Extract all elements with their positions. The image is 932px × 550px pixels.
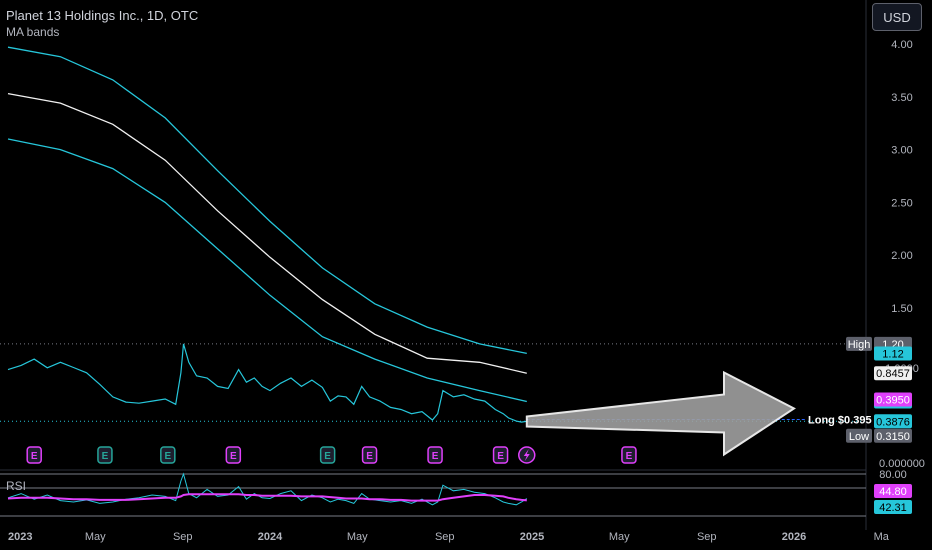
earnings-marker[interactable] [492,446,509,464]
chart-title: Planet 13 Holdings Inc., 1D, OTC [6,8,199,23]
rsi-tick-label: 80.00 [879,469,907,481]
x-tick-label: Sep [435,531,455,543]
price-value-label: 0.3876 [876,416,910,428]
x-tick-label: Ma [874,531,890,543]
y-tick-label: 3.50 [891,92,912,104]
price-tag-box [846,428,872,443]
price-value-box [874,428,912,443]
earnings-letter: E [324,451,331,462]
price-value-label: 1.12 [882,348,903,360]
x-tick-label: Sep [697,531,717,543]
y-tick-label: 2.50 [891,197,912,209]
x-tick-label: 2026 [782,531,806,543]
series-ma_upper [7,46,527,355]
earnings-marker[interactable] [225,446,242,464]
price-value-box [874,392,912,407]
earnings-letter: E [432,451,439,462]
y-tick-label: 2.00 [891,250,912,262]
series-ma_center [7,92,527,374]
earnings-marker[interactable] [361,446,378,464]
rsi-ma-line [7,493,527,502]
x-tick-label: May [347,531,368,543]
y-tick-label: 0.000000 [879,458,925,470]
price-tag-label: Low [849,431,869,443]
indicator-label[interactable]: MA bands [6,25,60,39]
earnings-marker[interactable] [427,446,443,464]
rsi-label: RSI [6,479,27,493]
price-tag-box [846,336,872,351]
x-tick-label: 2023 [8,531,32,543]
earnings-letter: E [230,451,237,462]
rsi-ma-value-label: 42.31 [879,502,907,514]
series-price [7,343,527,423]
x-tick-label: 2025 [520,531,544,543]
earnings-marker[interactable] [26,446,42,464]
earnings-marker[interactable] [97,446,113,464]
projection-arrow[interactable] [525,370,796,457]
lightning-icon [523,449,530,461]
x-tick-label: Sep [173,531,193,543]
x-tick-label: May [609,531,630,543]
earnings-letter: E [366,451,373,462]
rsi-value-box [874,484,912,498]
earnings-letter: E [497,451,504,462]
earnings-letter: E [626,451,633,462]
price-value-label: 0.8457 [876,368,910,380]
earnings-marker[interactable] [621,446,637,464]
rsi-value-label: 44.80 [879,486,907,498]
price-tag-label: High [848,339,871,351]
price-value-box [874,366,912,381]
y-tick-label: 1.50 [891,303,912,315]
x-tick-label: 2024 [258,531,283,543]
price-value-box [874,414,912,429]
earnings-marker[interactable] [160,446,176,464]
rsi-ma-value-box [874,500,912,514]
price-value-box [874,346,912,361]
series-ma_lower [7,138,527,403]
price-value-label: 0.3150 [876,431,910,443]
price-value-label: 0.3950 [876,395,910,407]
earnings-letter: E [31,451,38,462]
currency-button[interactable]: USD [872,3,922,31]
earnings-marker[interactable] [319,446,336,464]
earnings-letter: E [102,451,109,462]
y-tick-label: 3.00 [891,145,912,157]
y-tick-label: 4.00 [891,39,912,51]
x-tick-label: May [85,531,106,543]
earnings-letter: E [164,451,171,462]
long-position-label[interactable]: Long $0.395 [808,415,872,427]
